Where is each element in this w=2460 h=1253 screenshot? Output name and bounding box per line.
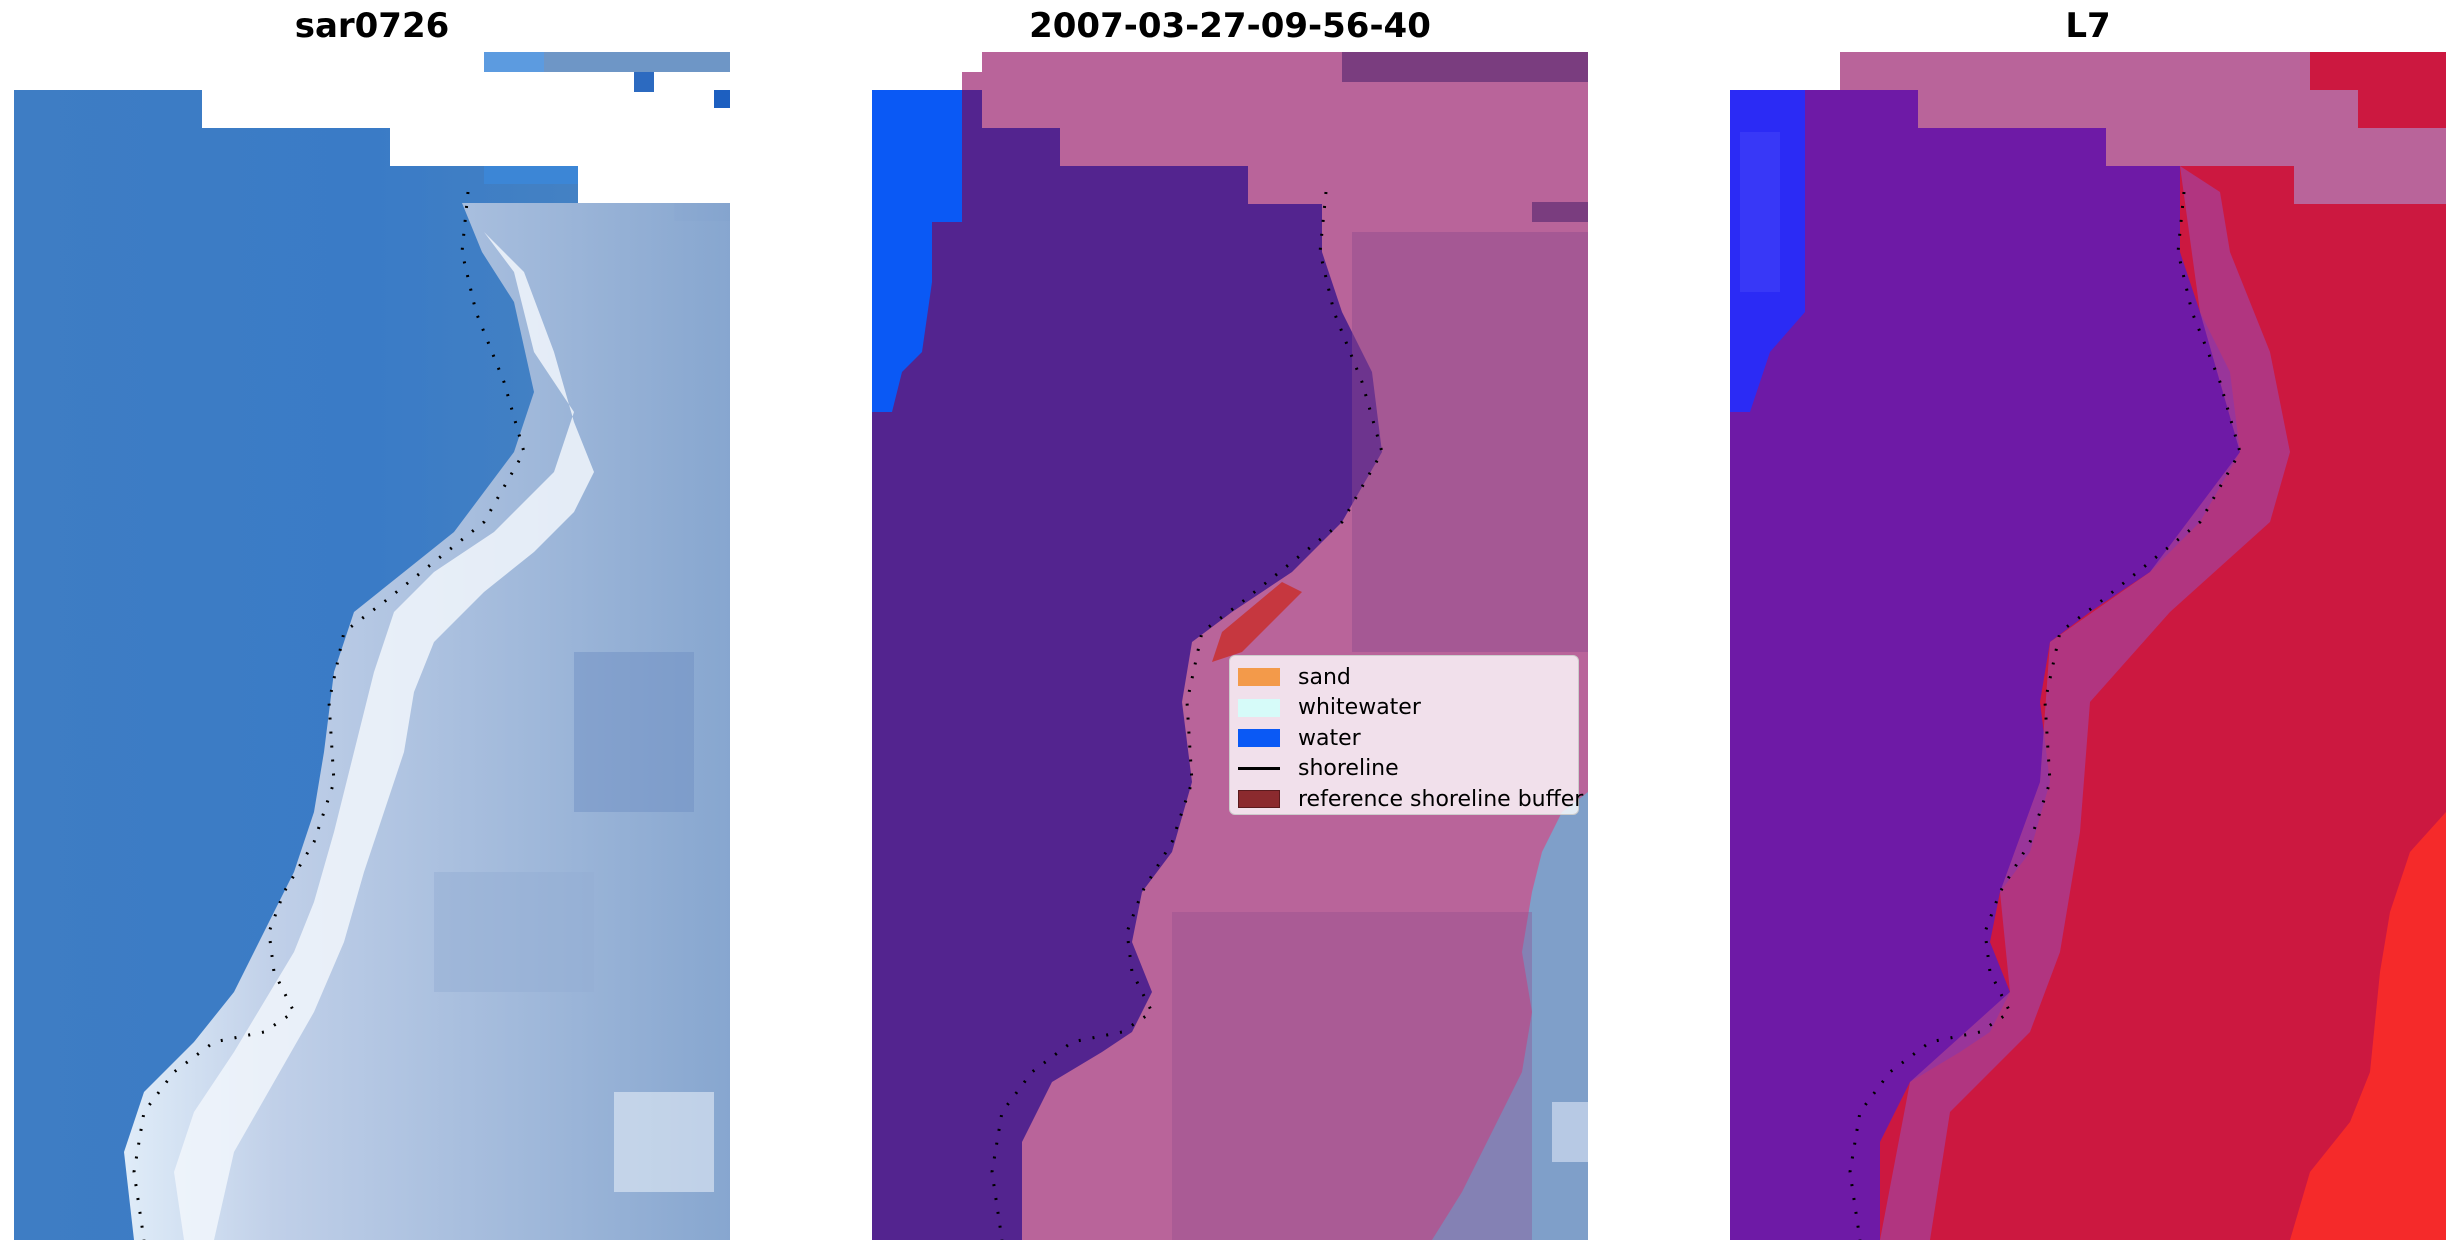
legend-label: shoreline: [1298, 756, 1399, 782]
legend-item-sand: sand: [1238, 662, 1570, 693]
legend-item-whitewater: whitewater: [1238, 693, 1570, 724]
classification-panel: [872, 52, 1588, 1240]
rgb-image-panel: [14, 52, 730, 1240]
legend-label: water: [1298, 725, 1361, 751]
panel-title-classification: 2007-03-27-09-56-40: [1029, 6, 1431, 46]
buffer-swatch: [1238, 790, 1280, 809]
legend-item-shoreline: shoreline: [1238, 754, 1570, 785]
panel-title-index: L7: [2065, 6, 2111, 46]
index-image: [1730, 52, 2446, 1240]
rgb-image: [14, 52, 730, 1240]
sand-swatch: [1238, 668, 1280, 687]
legend-label: reference shoreline buffer: [1298, 786, 1584, 812]
whitewater-swatch: [1238, 698, 1280, 717]
legend-label: whitewater: [1298, 695, 1421, 721]
legend-label: sand: [1298, 664, 1351, 690]
legend: sand whitewater water shoreline referenc…: [1229, 655, 1583, 815]
water-swatch: [1238, 729, 1280, 748]
panel-title-rgb: sar0726: [294, 6, 450, 46]
legend-item-buffer: reference shoreline buffer: [1238, 784, 1583, 815]
index-panel: [1730, 52, 2446, 1240]
classification-image: [872, 52, 1588, 1240]
legend-item-water: water: [1238, 723, 1570, 754]
shoreline-swatch: [1238, 767, 1280, 771]
